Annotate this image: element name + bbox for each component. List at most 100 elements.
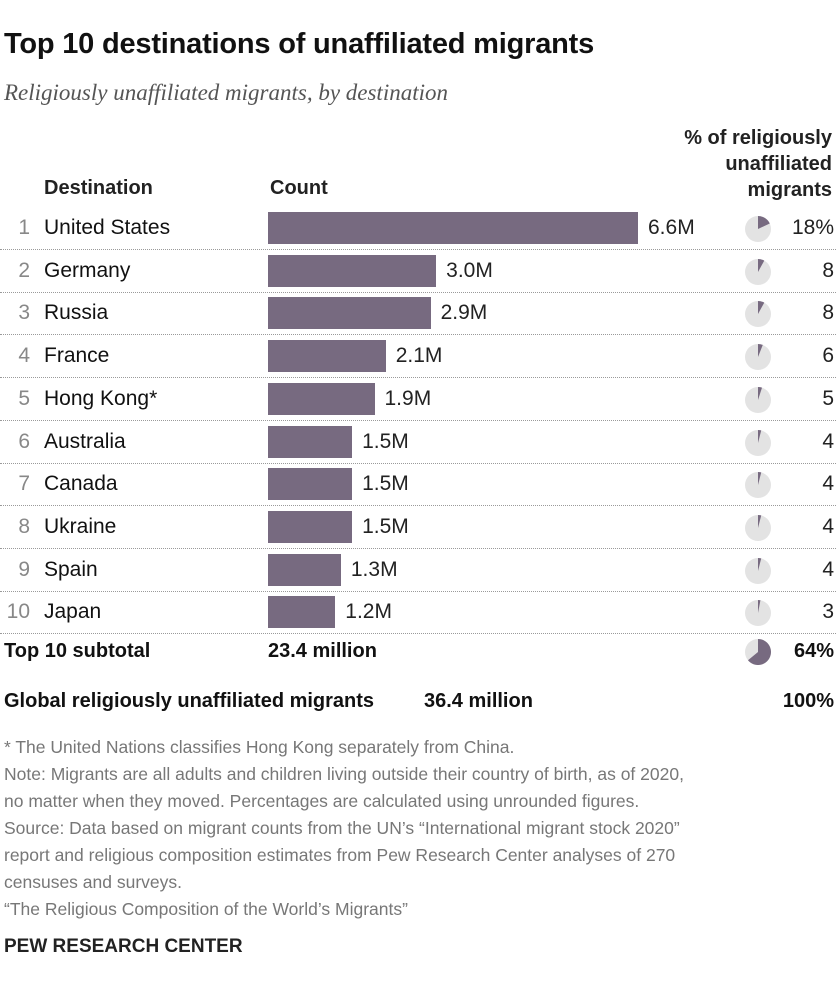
row-destination-label: Canada (44, 472, 118, 496)
chart-subtitle: Religiously unaffiliated migrants, by de… (4, 80, 448, 105)
chart-row: 2 Germany 3.0M 8 (0, 250, 840, 293)
percent-pie-chart (745, 258, 771, 285)
count-bar (268, 510, 353, 543)
count-data-label: 1.2M (345, 600, 392, 624)
row-rank: 7 (18, 472, 30, 496)
chart-row: 9 Spain 1.3M 4 (0, 549, 840, 592)
chart-notes: * The United Nations classifies Hong Kon… (4, 734, 834, 923)
source-logo-text: PEW RESEARCH CENTER (4, 936, 243, 957)
global-total-row: Global religiously unaffiliated migrants… (0, 686, 840, 718)
pie-slice (758, 600, 761, 614)
subtotal-pie-chart (745, 639, 771, 665)
percent-pie-chart (745, 557, 771, 584)
chart-row: 8 Ukraine 1.5M 4 (0, 506, 840, 549)
pie-slice (758, 258, 765, 272)
count-data-label: 2.1M (395, 344, 443, 368)
percent-label: 8 (822, 258, 834, 282)
count-data-label: 1.9M (384, 386, 432, 410)
pie-slice (758, 514, 762, 528)
count-bar (268, 254, 437, 287)
percent-label: 18% (791, 216, 834, 239)
global-total-count: 36.4 million (424, 690, 533, 712)
row-divider (0, 377, 836, 379)
column-header-percent: % of religiously unaffiliated migrants (632, 125, 832, 203)
chart-row: 7 Canada 1.5M 4 (0, 463, 840, 507)
chart-row: 6 Australia 1.5M 4 (0, 421, 840, 464)
row-destination-label: Ukraine (44, 514, 117, 538)
row-destination-label: Japan (44, 600, 102, 624)
row-destination-label: United States (44, 216, 171, 239)
global-total-percent: 100% (782, 690, 834, 712)
row-destination-label: Australia (44, 429, 126, 453)
row-rank: 8 (18, 514, 30, 538)
percent-label: 4 (822, 429, 834, 453)
percent-label: 4 (822, 472, 834, 496)
percent-pie-chart (745, 429, 771, 456)
note-line: Source: Data based on migrant counts fro… (4, 818, 680, 838)
subtotal-row: Top 10 subtotal 23.4 million 64% (0, 636, 840, 670)
subtotal-percent: 64% (793, 640, 834, 662)
column-header-percent-line-3: migrants (747, 179, 832, 201)
column-header-percent-line-1: % of religiously (684, 127, 832, 149)
percent-pie-chart (745, 514, 771, 541)
row-destination-label: Spain (44, 557, 98, 581)
row-divider (0, 334, 836, 336)
row-divider (0, 291, 836, 293)
note-line: * The United Nations classifies Hong Kon… (4, 737, 515, 757)
count-bar (268, 340, 386, 373)
row-divider (0, 462, 836, 464)
pie-slice (758, 386, 763, 400)
column-header-destination: Destination (44, 177, 153, 199)
percent-pie-chart (745, 386, 771, 413)
count-bar (268, 596, 336, 629)
row-rank: 9 (18, 557, 30, 581)
row-rank: 4 (18, 344, 30, 368)
percent-pie-chart (745, 600, 771, 627)
pie-slice (758, 472, 762, 486)
percent-label: 8 (822, 301, 834, 325)
pie-slice (758, 344, 763, 358)
note-line: “The Religious Composition of the World’… (4, 899, 408, 919)
percent-label: 4 (822, 514, 834, 538)
note-line: no matter when they moved. Percentages a… (4, 791, 640, 811)
row-rank: 1 (18, 216, 30, 239)
row-rank: 5 (18, 386, 30, 410)
column-header-percent-line-2: unaffiliated (725, 153, 832, 175)
chart-title: Top 10 destinations of unaffiliated migr… (4, 28, 595, 60)
count-data-label: 6.6M (648, 216, 695, 239)
percent-pie-chart (745, 344, 771, 371)
pie-slice (758, 557, 762, 571)
note-line: censuses and surveys. (4, 872, 183, 892)
note-line: report and religious composition estimat… (4, 845, 676, 865)
row-divider (0, 633, 836, 635)
row-divider (0, 547, 836, 549)
count-bar (268, 297, 431, 330)
row-destination-label: Germany (44, 258, 131, 282)
row-destination-label: Hong Kong* (44, 386, 158, 410)
subtotal-label: Top 10 subtotal (4, 640, 151, 662)
column-header-count: Count (270, 177, 328, 199)
percent-label: 5 (822, 386, 834, 410)
percent-label: 3 (822, 600, 834, 624)
count-bar (268, 212, 638, 244)
count-data-label: 1.5M (362, 429, 409, 453)
row-rank: 3 (18, 301, 30, 325)
percent-pie-chart (745, 216, 771, 242)
row-divider (0, 419, 836, 421)
chart-row: 1 United States 6.6M 18% (0, 207, 840, 250)
row-divider (0, 505, 836, 507)
count-data-label: 1.5M (362, 514, 409, 538)
note-line: Note: Migrants are all adults and childr… (4, 764, 684, 784)
chart-row: 10 Japan 1.2M 3 (0, 591, 840, 635)
row-rank: 6 (18, 429, 30, 453)
global-total-label: Global religiously unaffiliated migrants (4, 690, 375, 712)
percent-pie-chart (745, 301, 771, 328)
row-divider (0, 590, 836, 592)
count-bar (268, 553, 341, 586)
row-divider (0, 249, 836, 250)
subtotal-count: 23.4 million (268, 640, 377, 662)
count-data-label: 1.3M (350, 557, 398, 581)
percent-pie-chart (745, 472, 771, 499)
chart-row: 4 France 2.1M 6 (0, 335, 840, 379)
pie-slice (747, 639, 771, 665)
